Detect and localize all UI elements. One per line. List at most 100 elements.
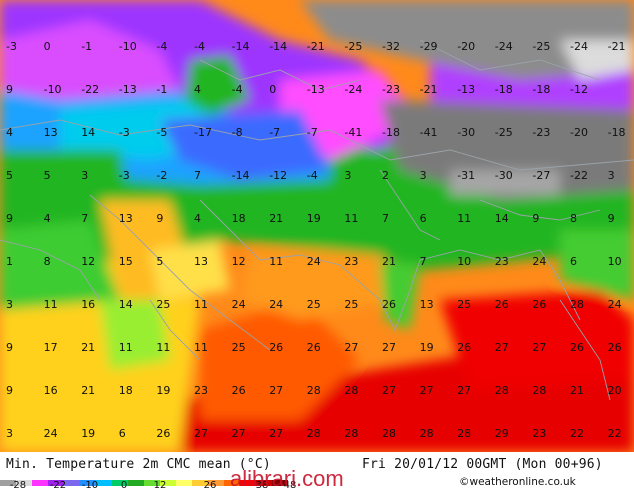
- grid-value: -24: [570, 40, 588, 53]
- grid-value: -13: [307, 83, 325, 96]
- grid-value: -3: [119, 126, 130, 139]
- grid-value: 27: [232, 427, 246, 440]
- grid-value: -30: [495, 169, 513, 182]
- grid-value: -4: [194, 40, 205, 53]
- grid-value: 11: [156, 341, 170, 354]
- grid-value: 24: [232, 298, 246, 311]
- grid-value: 11: [44, 298, 58, 311]
- grid-value: -41: [420, 126, 438, 139]
- grid-value: 28: [382, 427, 396, 440]
- grid-value: 10: [608, 255, 622, 268]
- grid-value: -29: [420, 40, 438, 53]
- legend-swatch: [32, 480, 48, 486]
- grid-value: 2: [382, 169, 389, 182]
- grid-value: 27: [532, 341, 546, 354]
- grid-value: 28: [307, 384, 321, 397]
- grid-value: 28: [307, 427, 321, 440]
- grid-value: 21: [81, 341, 95, 354]
- legend-swatch: [128, 480, 144, 486]
- grid-value: 19: [420, 341, 434, 354]
- grid-value: 24: [269, 298, 283, 311]
- grid-value: 23: [495, 255, 509, 268]
- grid-value: 16: [81, 298, 95, 311]
- grid-value: 24: [307, 255, 321, 268]
- grid-value: 3: [6, 298, 13, 311]
- grid-value: 28: [532, 384, 546, 397]
- grid-value: 14: [81, 126, 95, 139]
- grid-value: 11: [194, 298, 208, 311]
- map-title: Min. Temperature 2m CMC mean (°C): [6, 457, 271, 472]
- legend-tick-label: -28: [9, 480, 27, 491]
- grid-value: 19: [307, 212, 321, 225]
- grid-value: -21: [420, 83, 438, 96]
- grid-value: -18: [382, 126, 400, 139]
- grid-value: -8: [232, 126, 243, 139]
- grid-value: 26: [382, 298, 396, 311]
- grid-value: 19: [156, 384, 170, 397]
- grid-value: -1: [81, 40, 92, 53]
- grid-value: 25: [344, 298, 358, 311]
- grid-value: 6: [420, 212, 427, 225]
- grid-value: -18: [532, 83, 550, 96]
- grid-value: 14: [495, 212, 509, 225]
- grid-value: 28: [495, 384, 509, 397]
- grid-value: 23: [344, 255, 358, 268]
- grid-value: -12: [570, 83, 588, 96]
- grid-value: 12: [81, 255, 95, 268]
- grid-value: 24: [532, 255, 546, 268]
- legend-swatch: [224, 480, 240, 486]
- grid-value: -2: [156, 169, 167, 182]
- grid-value: 9: [6, 83, 13, 96]
- grid-value: -25: [495, 126, 513, 139]
- grid-value: -21: [307, 40, 325, 53]
- grid-value: 28: [344, 427, 358, 440]
- grid-value: 3: [420, 169, 427, 182]
- grid-value: -41: [344, 126, 362, 139]
- grid-value: 26: [307, 341, 321, 354]
- grid-value: 25: [156, 298, 170, 311]
- grid-value: 0: [269, 83, 276, 96]
- grid-value: -14: [232, 40, 250, 53]
- grid-value: -21: [608, 40, 626, 53]
- grid-value: 4: [6, 126, 13, 139]
- grid-value: 26: [156, 427, 170, 440]
- grid-value: 27: [194, 427, 208, 440]
- legend-swatch: [96, 480, 112, 486]
- grid-value: 27: [269, 384, 283, 397]
- grid-value: -4: [307, 169, 318, 182]
- grid-value: 28: [344, 384, 358, 397]
- grid-value: -7: [307, 126, 318, 139]
- grid-value: 5: [6, 169, 13, 182]
- legend-tick-label: -10: [81, 480, 99, 491]
- grid-value: -31: [457, 169, 475, 182]
- grid-value: 5: [44, 169, 51, 182]
- grid-value: 27: [420, 384, 434, 397]
- grid-value: -20: [570, 126, 588, 139]
- legend-colorbar: [0, 480, 288, 486]
- grid-value: 12: [232, 255, 246, 268]
- grid-value: -24: [344, 83, 362, 96]
- grid-value: 6: [119, 427, 126, 440]
- grid-value: -32: [382, 40, 400, 53]
- grid-value: 13: [194, 255, 208, 268]
- grid-value: 24: [608, 298, 622, 311]
- grid-value: 4: [194, 83, 201, 96]
- legend-swatch: [64, 480, 80, 486]
- credit-link[interactable]: ©weatheronline.co.uk: [459, 476, 576, 488]
- grid-value: 8: [570, 212, 577, 225]
- grid-value: 9: [156, 212, 163, 225]
- grid-value: 13: [44, 126, 58, 139]
- grid-value: 7: [194, 169, 201, 182]
- grid-value: 26: [495, 298, 509, 311]
- grid-value: 25: [232, 341, 246, 354]
- grid-value: 17: [44, 341, 58, 354]
- grid-value: 3: [6, 427, 13, 440]
- legend-swatch: [240, 480, 256, 486]
- grid-value: -25: [344, 40, 362, 53]
- grid-value: 26: [269, 341, 283, 354]
- grid-value: -24: [495, 40, 513, 53]
- grid-value: 7: [81, 212, 88, 225]
- grid-value: -27: [532, 169, 550, 182]
- grid-value: 20: [608, 384, 622, 397]
- grid-value: 4: [194, 212, 201, 225]
